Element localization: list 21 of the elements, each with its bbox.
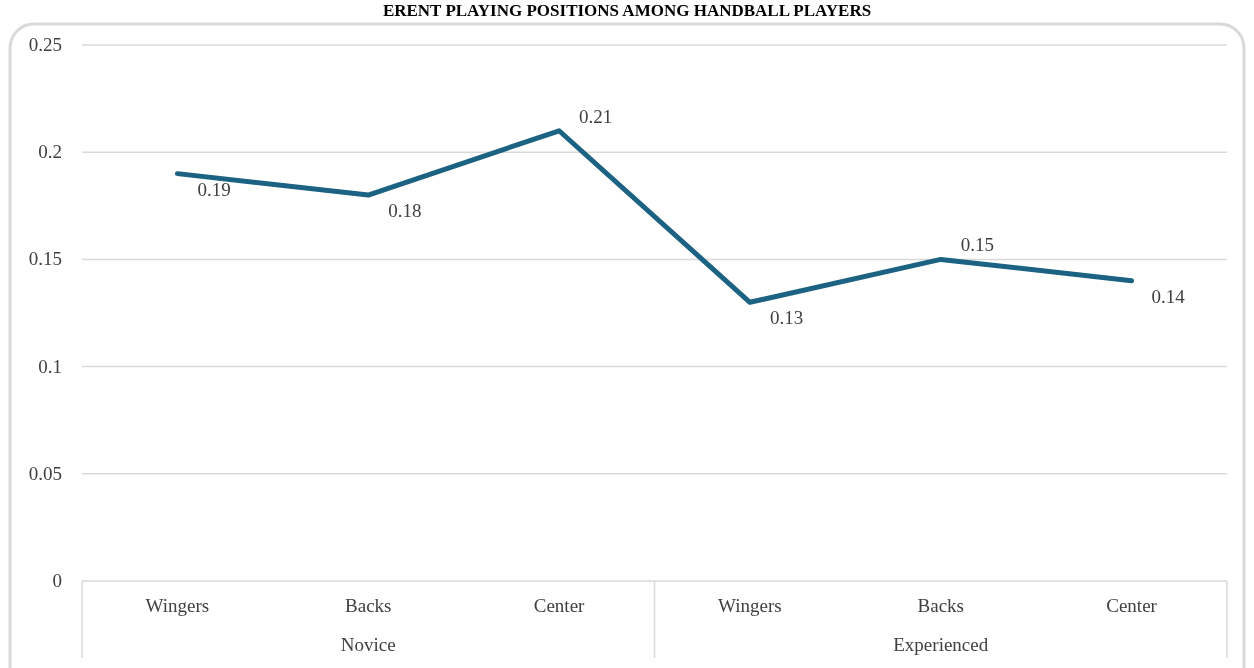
- x-tick-label: Center: [533, 595, 586, 616]
- y-tick-label: 0: [52, 570, 62, 591]
- data-label: 0.21: [579, 105, 613, 127]
- data-label: 0.14: [1151, 285, 1186, 307]
- x-tick-label: Backs: [917, 595, 964, 616]
- y-tick-label: 0.05: [28, 462, 62, 484]
- x-tick-label: Center: [1106, 595, 1158, 616]
- data-label: 0.13: [769, 307, 804, 329]
- x-tick-label: Wingers: [718, 595, 782, 616]
- y-tick-label: 0.15: [28, 248, 62, 270]
- text: Novice: [340, 634, 396, 655]
- chart-title: ERENT PLAYING POSITIONS AMONG HANDBALL PLAYERS: [382, 1, 872, 20]
- y-tick-label: 0.1: [38, 355, 62, 377]
- data-label: 0.19: [197, 178, 231, 200]
- y-tick-label: 0.2: [38, 141, 62, 163]
- x-tick-label: Backs: [345, 595, 392, 616]
- data-label: 0.18: [388, 200, 422, 222]
- x-tick-label: Wingers: [145, 595, 210, 616]
- y-tick-label: 0.25: [28, 34, 62, 55]
- text: Experienced: [893, 634, 989, 655]
- data-label: 0.15: [960, 234, 994, 256]
